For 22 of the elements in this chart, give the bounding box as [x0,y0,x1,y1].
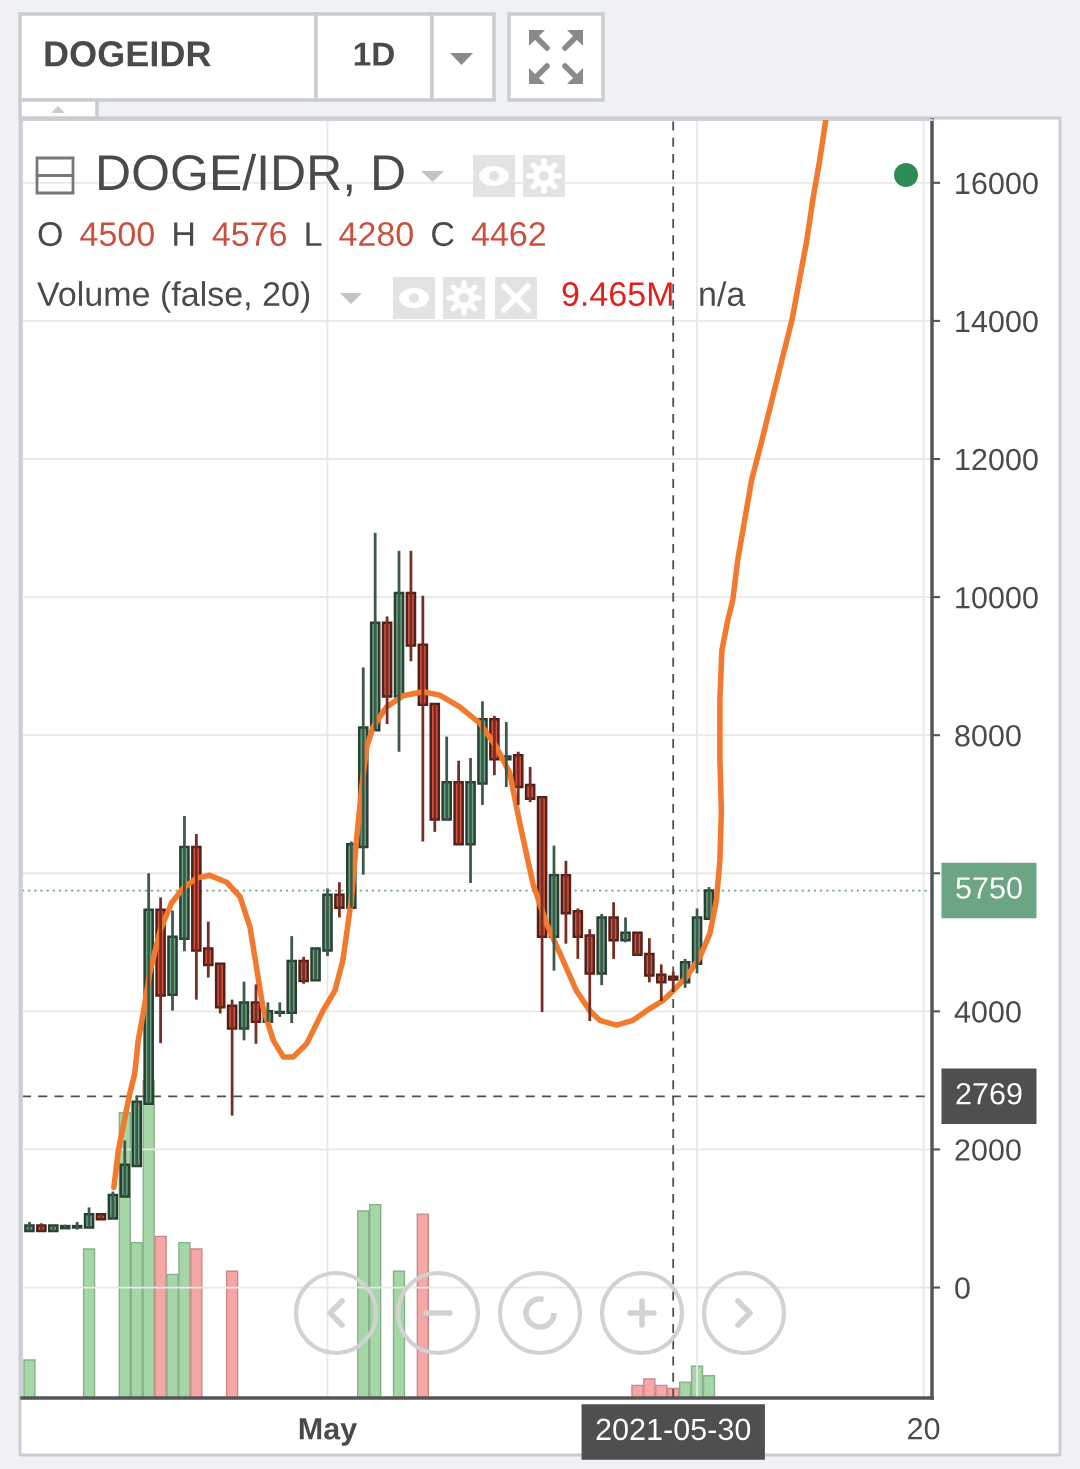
ref-line-label: 2021-05-30 [596,1418,751,1441]
bar [154,1235,167,1398]
ref-line-label: 2769 [956,1082,1022,1105]
x-tick-label: May [299,1418,358,1446]
text: DOGEIDR [45,41,211,67]
annotation: O 4500 H 4576 L 4280 C 4462 [38,222,545,247]
bar [190,1248,203,1398]
y-tick-label: 14000 [956,310,1038,333]
y-tick-label: 8000 [955,724,1021,747]
text: 1D [354,42,394,66]
bar [225,1270,239,1398]
y-tick-label: 0 [955,1277,970,1299]
text: DOGE/IDR, D [99,153,404,197]
y-tick-label: 12000 [956,448,1038,471]
ref-line-label: 5750 [956,877,1022,899]
y-tick-label: 4000 [954,1001,1021,1023]
bar [82,1248,96,1398]
y-tick-label: 2000 [955,1139,1021,1161]
y-tick-label: 16000 [956,172,1038,195]
x-tick-label: 20 [908,1417,940,1440]
y-tick-label: 10000 [956,586,1038,609]
bar [23,1359,36,1398]
